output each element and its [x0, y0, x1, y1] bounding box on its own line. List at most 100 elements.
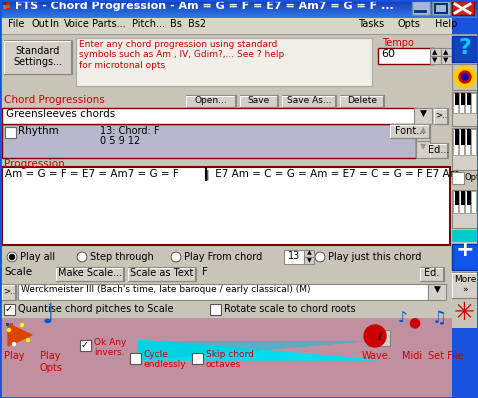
Text: Play just this chord: Play just this chord: [328, 252, 422, 262]
Bar: [3, 2, 10, 9]
Bar: [453, 191, 458, 213]
Bar: [304, 257, 314, 264]
Bar: [0, 0, 478, 1]
Text: Save: Save: [248, 96, 270, 105]
Bar: [430, 143, 448, 158]
Bar: [452, 64, 478, 90]
Bar: [459, 129, 464, 155]
Circle shape: [12, 343, 15, 345]
Bar: [80, 340, 91, 351]
Bar: [452, 172, 464, 184]
Text: ▼: ▼: [434, 285, 440, 294]
Bar: [3, 2, 6, 5]
Bar: [340, 95, 384, 107]
Bar: [452, 244, 478, 270]
Text: Open...: Open...: [195, 96, 228, 105]
Circle shape: [26, 339, 30, 341]
Bar: [0, 8, 478, 9]
Text: Rotate scale to chord roots: Rotate scale to chord roots: [224, 304, 356, 314]
Bar: [455, 93, 459, 105]
Text: Cycle
endlessly: Cycle endlessly: [144, 350, 186, 369]
Bar: [0, 9, 478, 10]
Bar: [428, 284, 446, 300]
Polygon shape: [8, 324, 32, 346]
Bar: [0, 14, 478, 15]
Bar: [2, 94, 452, 108]
Bar: [2, 284, 16, 300]
Bar: [56, 267, 124, 281]
Circle shape: [8, 328, 11, 332]
Text: Save As...: Save As...: [287, 96, 331, 105]
Bar: [186, 95, 236, 107]
Text: Voice: Voice: [64, 19, 90, 29]
Circle shape: [462, 74, 468, 80]
Text: Ed.: Ed.: [424, 269, 440, 279]
Text: Enter any chord progression using standard
symbols such as Am , IV, Gdim?,... Se: Enter any chord progression using standa…: [79, 40, 284, 70]
Bar: [452, 18, 478, 34]
Text: ▼: ▼: [420, 109, 426, 118]
Bar: [0, 2, 478, 3]
Text: More
»: More »: [454, 275, 476, 294]
Text: Pitch...: Pitch...: [132, 19, 165, 29]
Bar: [459, 93, 464, 113]
Bar: [452, 92, 478, 126]
Bar: [441, 48, 452, 56]
Bar: [2, 302, 450, 318]
Text: Quantise chord pitches to Scale: Quantise chord pitches to Scale: [18, 304, 174, 314]
Circle shape: [364, 325, 386, 347]
Text: Out: Out: [32, 19, 50, 29]
Bar: [40, 322, 68, 350]
Bar: [453, 93, 458, 113]
Text: Font...: Font...: [395, 125, 425, 135]
Text: ▼: ▼: [420, 142, 426, 151]
Text: Werckmeister III (Bach's time, late baroque / early classical) (M): Werckmeister III (Bach's time, late baro…: [21, 285, 311, 294]
Bar: [2, 167, 450, 245]
Bar: [455, 129, 459, 145]
Bar: [210, 304, 221, 315]
Text: Ok Any
invers.: Ok Any invers.: [94, 338, 126, 357]
Text: Make Scale...: Make Scale...: [58, 269, 122, 279]
Bar: [435, 4, 447, 13]
Text: ▼: ▼: [432, 57, 438, 63]
Text: E7 Am = C = G = Am = E7 = C = G = F E7 Am =: E7 Am = C = G = Am = E7 = C = G = F E7 A…: [212, 169, 472, 179]
Bar: [4, 322, 38, 350]
Text: ▲: ▲: [420, 125, 426, 134]
Bar: [0, 34, 452, 328]
Bar: [412, 1, 430, 15]
Bar: [282, 95, 336, 107]
Text: ✳: ✳: [454, 301, 475, 325]
Bar: [5, 127, 16, 138]
Bar: [130, 353, 141, 364]
Bar: [396, 322, 430, 350]
Text: Standard
Settings...: Standard Settings...: [13, 46, 63, 67]
Bar: [416, 124, 430, 141]
Bar: [0, 318, 452, 398]
Bar: [465, 191, 470, 213]
Bar: [467, 191, 471, 205]
Bar: [459, 191, 464, 213]
Bar: [6, 323, 9, 326]
Text: Parts...: Parts...: [92, 19, 126, 29]
Text: ?: ?: [458, 38, 471, 58]
Text: Greensleeves chords: Greensleeves chords: [6, 109, 115, 119]
Bar: [0, 4, 478, 5]
Bar: [452, 34, 478, 328]
Bar: [3, 5, 7, 9]
Text: ▼: ▼: [306, 258, 311, 263]
Text: File: File: [8, 19, 24, 29]
Bar: [471, 129, 476, 155]
Bar: [284, 250, 304, 264]
Bar: [420, 267, 444, 281]
Bar: [2, 248, 450, 266]
Bar: [452, 36, 478, 62]
Bar: [0, 1, 478, 2]
Bar: [461, 129, 465, 145]
Circle shape: [454, 66, 476, 88]
Text: Bs2: Bs2: [188, 19, 206, 29]
Bar: [7, 5, 10, 8]
Text: Scale as Text: Scale as Text: [130, 269, 194, 279]
Text: In: In: [50, 19, 59, 29]
Text: ♫: ♫: [432, 309, 447, 327]
Circle shape: [10, 254, 14, 259]
Text: 60: 60: [381, 49, 395, 59]
